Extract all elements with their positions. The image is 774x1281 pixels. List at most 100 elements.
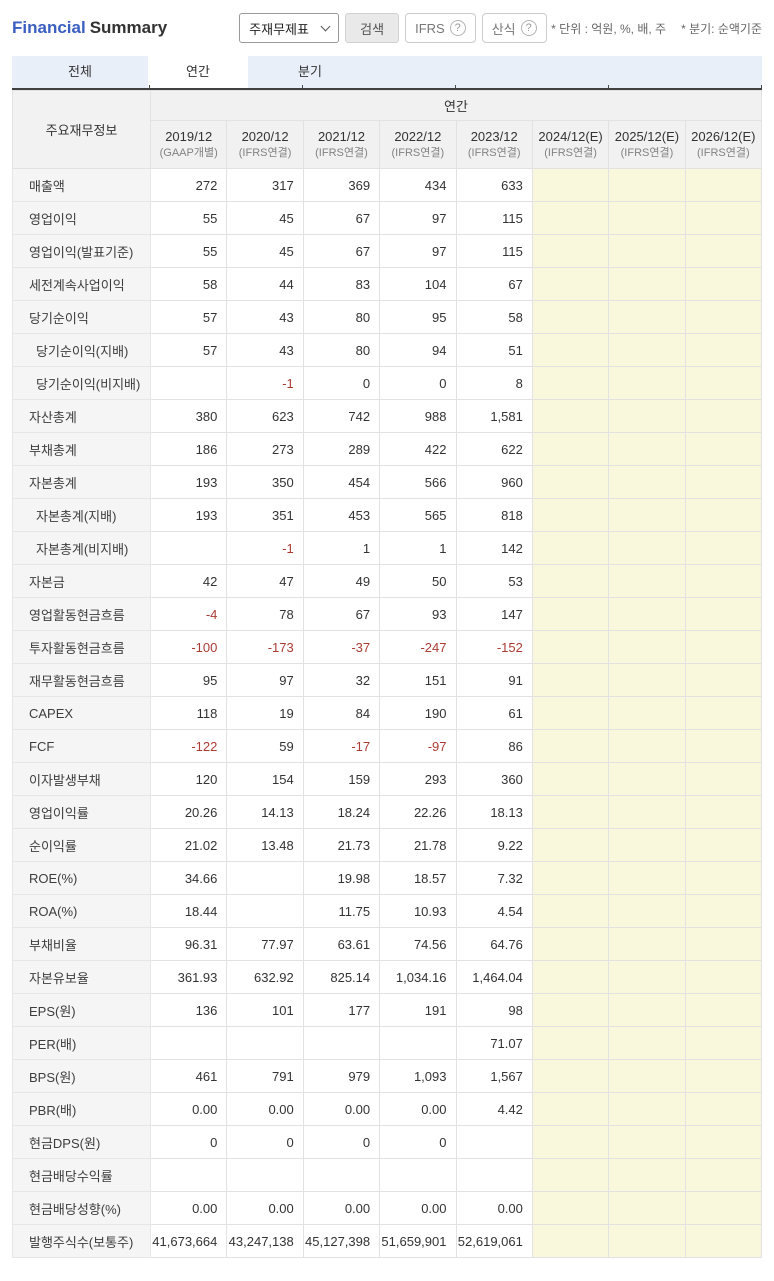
value-cell: 67 <box>455 267 533 301</box>
value-cell <box>531 1125 610 1159</box>
value-cell <box>684 432 763 466</box>
value-cell: 21.02 <box>149 828 228 862</box>
value-cell: -1 <box>226 531 304 565</box>
value-cell: 34.66 <box>149 861 228 895</box>
value-cell: 45 <box>226 201 304 235</box>
row-label: 자본총계(비지배) <box>12 531 151 565</box>
value-cell <box>531 861 610 895</box>
row-label: ROE(%) <box>12 861 151 895</box>
top-toolbar: Financial Summary 주재무제표 검색 IFRS ? 산식 ? * … <box>0 0 774 56</box>
value-cell <box>531 1059 610 1093</box>
value-cell: 0 <box>302 1125 381 1159</box>
value-cell: 742 <box>302 399 381 433</box>
table-row: 재무활동현금흐름 95 97 32 151 91 <box>12 663 763 697</box>
value-cell <box>531 960 610 994</box>
value-cell: 979 <box>302 1059 381 1093</box>
search-button[interactable]: 검색 <box>345 13 400 43</box>
value-cell: 147 <box>455 597 533 631</box>
value-cell <box>608 564 686 598</box>
value-cell <box>684 861 763 895</box>
value-cell: 63.61 <box>302 927 381 961</box>
table-head: 주요재무정보 연간 2019/12 (GAAP개별) 2020/12 (IFRS연결)… <box>12 90 763 169</box>
value-cell <box>608 267 686 301</box>
value-cell <box>608 498 686 532</box>
value-cell <box>531 696 610 730</box>
value-cell: -17 <box>302 729 381 763</box>
page-title-accent: Financial <box>12 18 86 37</box>
page-title-rest: Summary <box>89 18 168 37</box>
table-row: 순이익률 21.02 13.48 21.73 21.78 9.22 <box>12 828 763 862</box>
value-cell: 9.22 <box>455 828 533 862</box>
question-mark-icon: ? <box>520 20 537 36</box>
value-cell: 461 <box>149 1059 228 1093</box>
row-label: FCF <box>12 729 151 763</box>
value-cell: 53 <box>455 564 533 598</box>
group-header: 연간 <box>150 90 762 121</box>
value-cell: 623 <box>226 399 304 433</box>
question-mark-icon: ? <box>449 20 466 36</box>
value-cell <box>608 1158 686 1192</box>
tab-all[interactable]: 전체 <box>68 64 92 79</box>
value-cell: 93 <box>379 597 457 631</box>
row-label: 자산총계 <box>12 399 151 433</box>
value-cell: 272 <box>149 168 228 202</box>
value-cell: 1,034.16 <box>379 960 457 994</box>
ifrs-help-button[interactable]: IFRS ? <box>405 13 476 43</box>
value-cell: 97 <box>226 663 304 697</box>
value-cell <box>531 300 610 334</box>
value-cell: 8 <box>455 366 533 400</box>
table-row: 부채총계 186 273 289 422 622 <box>12 432 763 466</box>
value-cell: 61 <box>455 696 533 730</box>
value-cell: 83 <box>302 267 381 301</box>
table-row: 영업활동현금흐름 -4 78 67 93 147 <box>12 597 763 631</box>
column-header: 2024/12(E) (IFRS연결) <box>531 120 610 169</box>
value-cell: 55 <box>149 234 228 268</box>
period-tabbar: 전체 연간 분기 <box>12 56 762 88</box>
formula-help-button[interactable]: 산식 ? <box>481 13 547 43</box>
value-cell <box>226 861 304 895</box>
value-cell <box>531 993 610 1027</box>
value-cell: 58 <box>149 267 228 301</box>
value-cell <box>531 1026 610 1060</box>
value-cell <box>684 366 763 400</box>
value-cell: 91 <box>455 663 533 697</box>
row-label: 영업활동현금흐름 <box>12 597 151 631</box>
value-cell: 45,127,398 <box>302 1224 381 1258</box>
value-cell: 0.00 <box>149 1092 228 1126</box>
value-cell <box>684 894 763 928</box>
tab-quarter[interactable]: 분기 <box>298 64 322 79</box>
tab-annual[interactable]: 연간 <box>148 56 248 88</box>
value-cell <box>684 234 763 268</box>
value-cell: 0.00 <box>302 1191 381 1225</box>
value-cell: 454 <box>302 465 381 499</box>
row-label: 세전계속사업이익 <box>12 267 151 301</box>
table-body: 매출액 272 317 369 434 633 영업이익 55 45 67 97 115 영업이익(발표… <box>12 168 763 1258</box>
value-cell <box>531 399 610 433</box>
value-cell <box>684 465 763 499</box>
table-row: 당기순이익 57 43 80 95 58 <box>12 300 763 334</box>
value-cell: 380 <box>149 399 228 433</box>
value-cell <box>684 1191 763 1225</box>
value-cell: 791 <box>226 1059 304 1093</box>
value-cell <box>531 234 610 268</box>
table-row: 자본총계 193 350 454 566 960 <box>12 465 763 499</box>
value-cell: 825.14 <box>302 960 381 994</box>
value-cell: 80 <box>302 333 381 367</box>
value-cell: 4.42 <box>455 1092 533 1126</box>
value-cell <box>608 168 686 202</box>
group-header-row: 주요재무정보 연간 <box>12 90 762 169</box>
value-cell: 47 <box>226 564 304 598</box>
year-header-row: 2019/12 (GAAP개별) 2020/12 (IFRS연결) 2021/12 (IF… <box>13 120 763 169</box>
value-cell <box>684 300 763 334</box>
value-cell <box>684 630 763 664</box>
financial-table: 주요재무정보 연간 2019/12 (GAAP개별) 2020/12 (IFRS연결)… <box>12 90 763 1258</box>
value-cell <box>684 663 763 697</box>
value-cell: 0.00 <box>226 1092 304 1126</box>
value-cell <box>531 432 610 466</box>
value-cell <box>379 1026 457 1060</box>
value-cell: 57 <box>149 300 228 334</box>
table-row: 현금배당성향(%) 0.00 0.00 0.00 0.00 0.00 <box>12 1191 763 1225</box>
value-cell: 50 <box>379 564 457 598</box>
statement-type-select[interactable]: 주재무제표 <box>239 13 340 43</box>
value-cell: 59 <box>226 729 304 763</box>
